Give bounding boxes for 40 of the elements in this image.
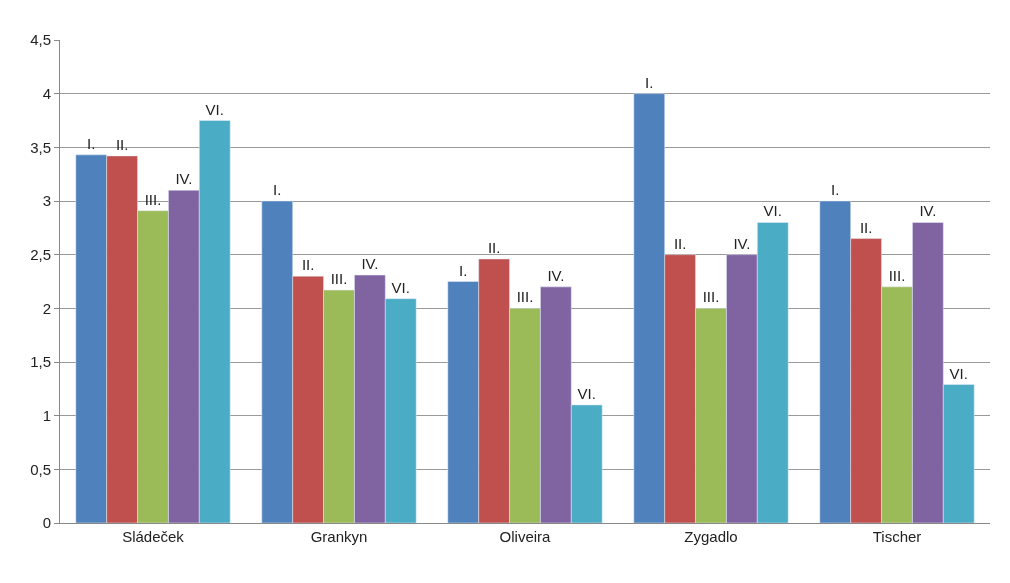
text: VI. <box>391 278 410 296</box>
y-tick-label: 4,5 <box>30 31 51 49</box>
series-label: VI. <box>205 100 224 118</box>
text: I. <box>273 181 282 198</box>
y-tick-label: 0 <box>42 514 51 532</box>
y-tick-label: 4 <box>42 84 51 102</box>
y-tick-label: 3 <box>42 192 51 210</box>
text: III. <box>888 266 906 284</box>
text: IV. <box>361 255 379 273</box>
text: VI. <box>577 384 596 402</box>
text: III. <box>330 270 348 288</box>
y-tick-label: 1,5 <box>30 353 51 371</box>
y-tick-label: 2,5 <box>30 245 51 263</box>
text: VI. <box>949 364 968 382</box>
x-tick-label: Oliveira <box>499 528 552 545</box>
text: II. <box>859 218 873 236</box>
series-label: III. <box>144 190 162 208</box>
y-tick-label: 1 <box>42 406 51 424</box>
text: II. <box>301 256 315 274</box>
x-tick-label: Zygadlo <box>684 528 738 545</box>
y-tick-label: 0,5 <box>30 460 51 478</box>
text: VI. <box>763 202 782 220</box>
text: I. <box>459 261 468 279</box>
text: III. <box>702 288 720 306</box>
series-label: I. <box>87 134 96 152</box>
x-tick-label: Sládeček <box>122 528 185 545</box>
text: I. <box>645 73 654 91</box>
text: II. <box>115 135 129 153</box>
x-tick-label: Tischer <box>872 528 922 545</box>
series-label: II. <box>487 238 501 256</box>
y-tick-label: 2 <box>42 299 51 317</box>
y-tick-label: 3,5 <box>30 138 51 156</box>
text: IV. <box>547 266 565 284</box>
x-tick-label: Grankyn <box>310 528 368 545</box>
series-label: IV. <box>175 170 193 188</box>
text: II. <box>673 234 687 252</box>
text: I. <box>831 181 840 198</box>
text: IV. <box>919 202 937 220</box>
text: IV. <box>733 234 751 252</box>
text: III. <box>516 288 534 306</box>
